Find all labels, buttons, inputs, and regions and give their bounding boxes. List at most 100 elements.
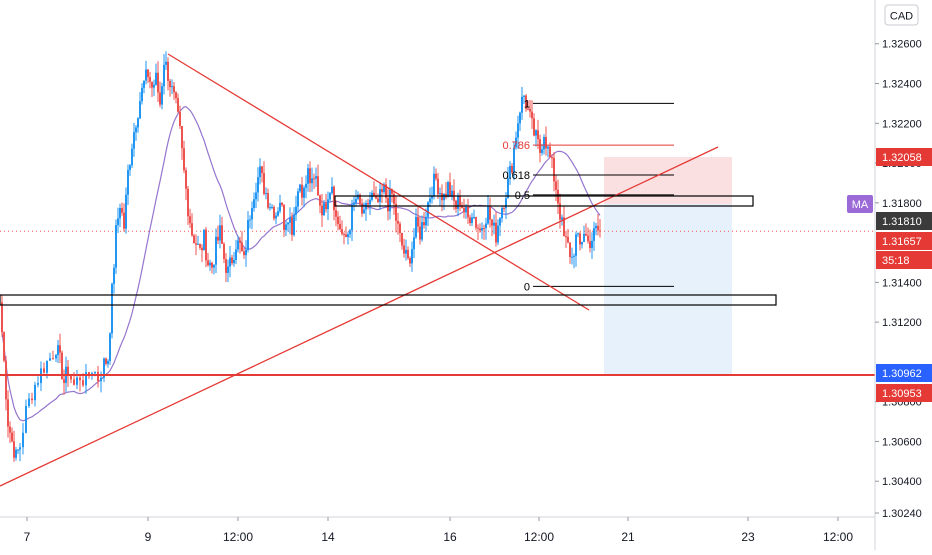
candle-body bbox=[233, 260, 235, 264]
candle-body bbox=[485, 223, 487, 229]
candle-body bbox=[297, 191, 299, 207]
candle-body bbox=[279, 202, 281, 212]
x-tick-label: 23 bbox=[741, 530, 755, 544]
time-axis-ticks: 7 9 12:00 14 16 12:00 21 23 12:00 bbox=[24, 517, 853, 544]
candle-body bbox=[57, 345, 59, 355]
x-tick-label: 21 bbox=[621, 530, 635, 544]
drawings[interactable] bbox=[0, 53, 875, 487]
candle-body bbox=[321, 205, 323, 216]
candle-body bbox=[469, 217, 471, 224]
candle-body bbox=[63, 379, 65, 383]
candle-body bbox=[377, 198, 379, 202]
candle-body bbox=[499, 218, 501, 226]
candle-body bbox=[387, 198, 389, 212]
candle-body bbox=[82, 380, 84, 386]
candle-body bbox=[493, 222, 495, 226]
x-tick-label: 7 bbox=[24, 530, 31, 544]
candle-body bbox=[255, 192, 257, 200]
candle-body bbox=[343, 233, 345, 235]
candle-body bbox=[195, 243, 197, 245]
candle-body bbox=[539, 139, 541, 153]
candle-body bbox=[523, 95, 525, 97]
candle-body bbox=[109, 333, 111, 361]
stop-loss-zone[interactable] bbox=[604, 157, 732, 204]
candle-body bbox=[439, 193, 441, 195]
candle-body bbox=[541, 149, 543, 153]
candle-body bbox=[525, 95, 527, 109]
candle-body bbox=[327, 199, 329, 210]
candle-body bbox=[587, 235, 589, 242]
candle-body bbox=[437, 178, 439, 195]
ma-legend-tag[interactable]: MA bbox=[847, 195, 873, 213]
price-badge: 1.30953 bbox=[876, 384, 932, 402]
candle-body bbox=[34, 384, 36, 401]
price-badge-label: 35:18 bbox=[882, 255, 910, 267]
candle-body bbox=[537, 130, 539, 140]
price-badge-label: 1.31810 bbox=[882, 216, 922, 228]
x-tick-label: 9 bbox=[145, 530, 152, 544]
candle-body bbox=[145, 69, 147, 81]
candle-body bbox=[19, 447, 21, 450]
candle-body bbox=[349, 230, 351, 235]
candle-body bbox=[479, 228, 481, 231]
price-badge: 1.32058 bbox=[876, 148, 932, 166]
candle-body bbox=[141, 87, 143, 102]
currency-button[interactable]: CAD bbox=[884, 4, 919, 26]
take-profit-zone[interactable] bbox=[604, 204, 732, 375]
candle-body bbox=[503, 207, 505, 209]
candle-body bbox=[447, 182, 449, 198]
candle-body bbox=[513, 147, 515, 173]
candle-body bbox=[185, 170, 187, 189]
candle-body bbox=[507, 178, 509, 199]
descending-trendline[interactable] bbox=[167, 53, 590, 311]
candle-body bbox=[103, 358, 105, 378]
candle-body bbox=[7, 399, 9, 427]
candle-body bbox=[359, 194, 361, 204]
candle-body bbox=[593, 228, 595, 241]
candle-body bbox=[59, 345, 61, 353]
candle-body bbox=[543, 136, 545, 150]
candle-body bbox=[487, 205, 489, 224]
x-tick-label: 12:00 bbox=[524, 530, 554, 544]
candle-body bbox=[575, 234, 577, 256]
price-badge-label: 1.31657 bbox=[882, 236, 922, 248]
candle-body bbox=[451, 190, 453, 197]
candle-body bbox=[43, 368, 45, 373]
candle-body bbox=[351, 204, 353, 231]
resistance-zone-box[interactable] bbox=[334, 195, 754, 207]
x-tick-label: 14 bbox=[321, 530, 335, 544]
candle-body bbox=[505, 198, 507, 209]
candle-body bbox=[291, 217, 293, 235]
candle-body bbox=[111, 283, 113, 334]
support-zone-box[interactable] bbox=[0, 294, 777, 306]
candle-body bbox=[571, 256, 573, 258]
candle-body bbox=[553, 157, 555, 182]
candle-body bbox=[219, 225, 221, 241]
candle-body bbox=[129, 165, 131, 170]
candle-body bbox=[1, 302, 3, 333]
candle-body bbox=[489, 205, 491, 220]
ascending-trendline[interactable] bbox=[0, 146, 719, 487]
candle-body bbox=[409, 258, 411, 264]
candle-body bbox=[197, 243, 199, 245]
candle-body bbox=[52, 358, 54, 360]
candle-body bbox=[239, 240, 241, 243]
candle-body bbox=[373, 192, 375, 197]
candle-body bbox=[435, 173, 437, 179]
candle-body bbox=[313, 178, 315, 180]
price-badge-label: 1.30953 bbox=[882, 388, 922, 400]
candle-body bbox=[179, 111, 181, 127]
candle-body bbox=[419, 226, 421, 240]
candle-body bbox=[171, 86, 173, 88]
candle-body bbox=[225, 259, 227, 273]
candle-body bbox=[221, 225, 223, 244]
candle-body bbox=[319, 195, 321, 206]
fib-level-label: 0.618 bbox=[502, 170, 530, 182]
candle-body bbox=[529, 108, 531, 112]
candle-body bbox=[323, 203, 325, 216]
candle-body bbox=[31, 398, 33, 401]
candle-body bbox=[211, 262, 213, 268]
candle-body bbox=[495, 222, 497, 243]
candle-body bbox=[107, 360, 109, 364]
